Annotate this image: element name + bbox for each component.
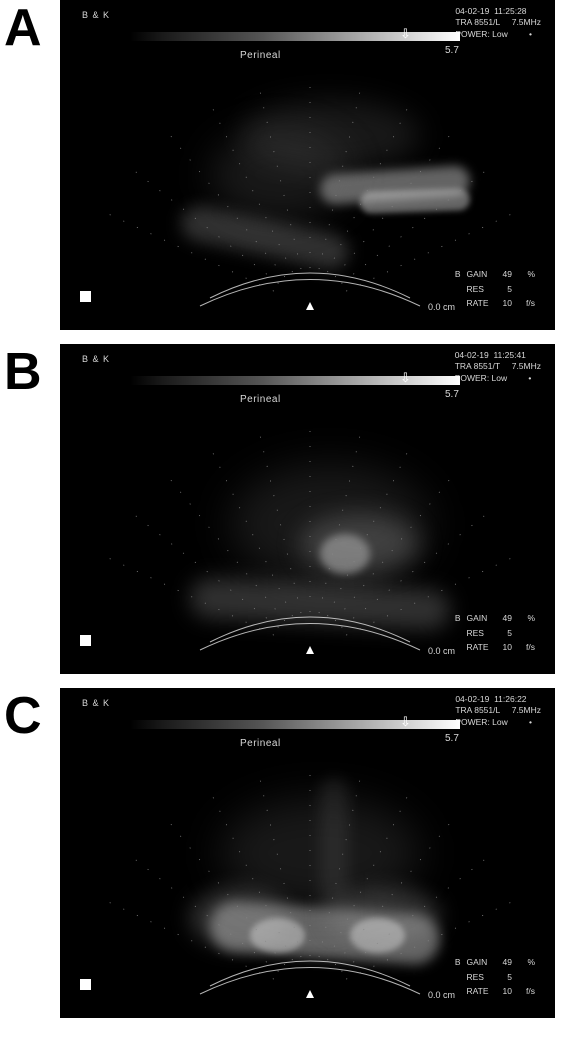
scale-caret-icon: ⇩ [400,370,411,386]
power-setting: POWER: Low • [455,373,541,384]
panel-label-B: B [0,344,60,398]
scan-datetime: 04-02-19 11:25:28 [455,6,541,17]
depth-readout: 0.0 cm [428,646,455,656]
ultrasound-image-B: B & K 04-02-19 11:25:41TRA 8551/T 7.5MHzP… [60,344,555,674]
probe-info: TRA 8551/L 7.5MHz [455,17,541,28]
scan-metadata: 04-02-19 11:25:28TRA 8551/L 7.5MHzPOWER:… [455,6,541,40]
device-brand: B & K [82,354,110,364]
figure-panel-row: A B & K 04-02-19 11:25:28TRA 8551/L 7.5MHz… [0,0,563,330]
marker-square-icon [80,979,91,990]
probe-info: TRA 8551/T 7.5MHz [455,361,541,372]
marker-square-icon [80,635,91,646]
power-setting: POWER: Low • [455,29,541,40]
scan-settings-block: BGAIN49%RES5RATE10f/s [453,610,541,656]
scan-datetime: 04-02-19 11:25:41 [455,350,541,361]
scan-settings-block: BGAIN49%RES5RATE10f/s [453,266,541,312]
device-brand: B & K [82,698,110,708]
scan-settings-block: BGAIN49%RES5RATE10f/s [453,954,541,1000]
ultrasound-image-A: B & K 04-02-19 11:25:28TRA 8551/L 7.5MHzP… [60,0,555,330]
ultrasound-image-C: B & K 04-02-19 11:26:22TRA 8551/L 7.5MHzP… [60,688,555,1018]
scan-datetime: 04-02-19 11:26:22 [455,694,541,705]
scan-metadata: 04-02-19 11:26:22TRA 8551/L 7.5MHzPOWER:… [455,694,541,728]
scale-caret-icon: ⇩ [400,714,411,730]
figure-panel-row: C B & K 04-02-19 11:26:22TRA 8551/L 7.5MHz… [0,688,563,1018]
panel-label-C: C [0,688,60,742]
power-setting: POWER: Low • [455,717,541,728]
probe-info: TRA 8551/L 7.5MHz [455,705,541,716]
marker-square-icon [80,291,91,302]
depth-readout: 0.0 cm [428,990,455,1000]
device-brand: B & K [82,10,110,20]
scale-caret-icon: ⇩ [400,26,411,42]
figure-panel-row: B B & K 04-02-19 11:25:41TRA 8551/T 7.5MHz… [0,344,563,674]
panel-label-A: A [0,0,60,54]
depth-readout: 0.0 cm [428,302,455,312]
scan-metadata: 04-02-19 11:25:41TRA 8551/T 7.5MHzPOWER:… [455,350,541,384]
